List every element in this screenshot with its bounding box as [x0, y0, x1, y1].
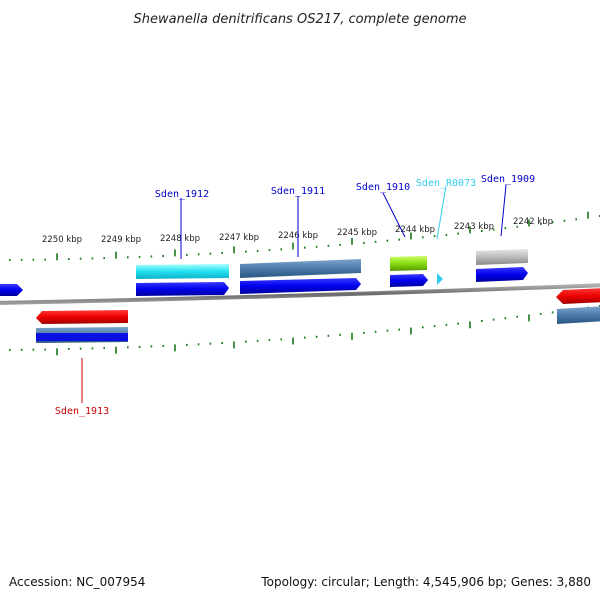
cds-arrow-sden-1912[interactable]: [136, 282, 229, 296]
scale-label-2245: 2245 kbp: [337, 228, 377, 238]
reverse-cds-track: [36, 288, 600, 343]
accession-text: Accession: NC_007954: [9, 575, 145, 589]
gene-labels: Sden_1912 Sden_1911 Sden_1910 Sden_R0073…: [55, 174, 535, 417]
gene-label-sden-1913[interactable]: Sden_1913: [55, 406, 109, 417]
gene-label-sden-1912[interactable]: Sden_1912: [155, 189, 209, 200]
gene-label-sden-r0073[interactable]: Sden_R0073: [416, 178, 476, 189]
label-leader-lines: [81, 184, 507, 403]
gene-label-sden-1911[interactable]: Sden_1911: [271, 186, 325, 197]
map-title: Shewanella denitrificans OS217, complete…: [134, 12, 467, 27]
cds-arrow-offscreen-right[interactable]: [556, 288, 600, 304]
feature-block-sden-1912[interactable]: [136, 264, 229, 279]
scale-label-2248: 2248 kbp: [160, 234, 200, 244]
genome-backbone: [0, 283, 600, 305]
upper-scale-ruler: [9, 211, 600, 261]
leader-sden-1910: [382, 192, 406, 238]
cds-arrow-sden-1909[interactable]: [476, 267, 528, 282]
feature-block-sden-1910[interactable]: [390, 256, 427, 271]
cds-arrow-sden-1911[interactable]: [240, 278, 361, 294]
cds-arrow-offscreen-left[interactable]: [0, 284, 23, 296]
feature-stripe-sden-1913: [36, 333, 128, 341]
scale-label-2250: 2250 kbp: [42, 235, 82, 245]
genome-summary-text: Topology: circular; Length: 4,545,906 bp…: [260, 575, 591, 589]
scale-label-2249: 2249 kbp: [101, 235, 141, 245]
feature-block-sden-1909[interactable]: [476, 249, 528, 265]
rna-arrow-sden-r0073[interactable]: [437, 273, 443, 285]
leader-sden-r0073: [436, 185, 447, 240]
cds-arrow-sden-1910[interactable]: [390, 274, 428, 287]
scale-label-2247: 2247 kbp: [219, 233, 259, 243]
scale-label-2242: 2242 kbp: [513, 217, 553, 227]
cds-arrow-sden-1913[interactable]: [36, 310, 128, 324]
gene-label-sden-1909[interactable]: Sden_1909: [481, 174, 535, 185]
gene-label-sden-1910[interactable]: Sden_1910: [356, 182, 410, 193]
scale-label-2243: 2243 kbp: [454, 222, 494, 232]
feature-block-sden-1911[interactable]: [240, 259, 361, 278]
lower-scale-ruler: [9, 305, 600, 356]
feature-track-upper: [136, 249, 528, 279]
feature-block-offscreen-right[interactable]: [557, 306, 600, 324]
forward-cds-track: [0, 267, 528, 296]
leader-sden-1909: [500, 184, 507, 237]
scale-label-2244: 2244 kbp: [395, 225, 435, 235]
